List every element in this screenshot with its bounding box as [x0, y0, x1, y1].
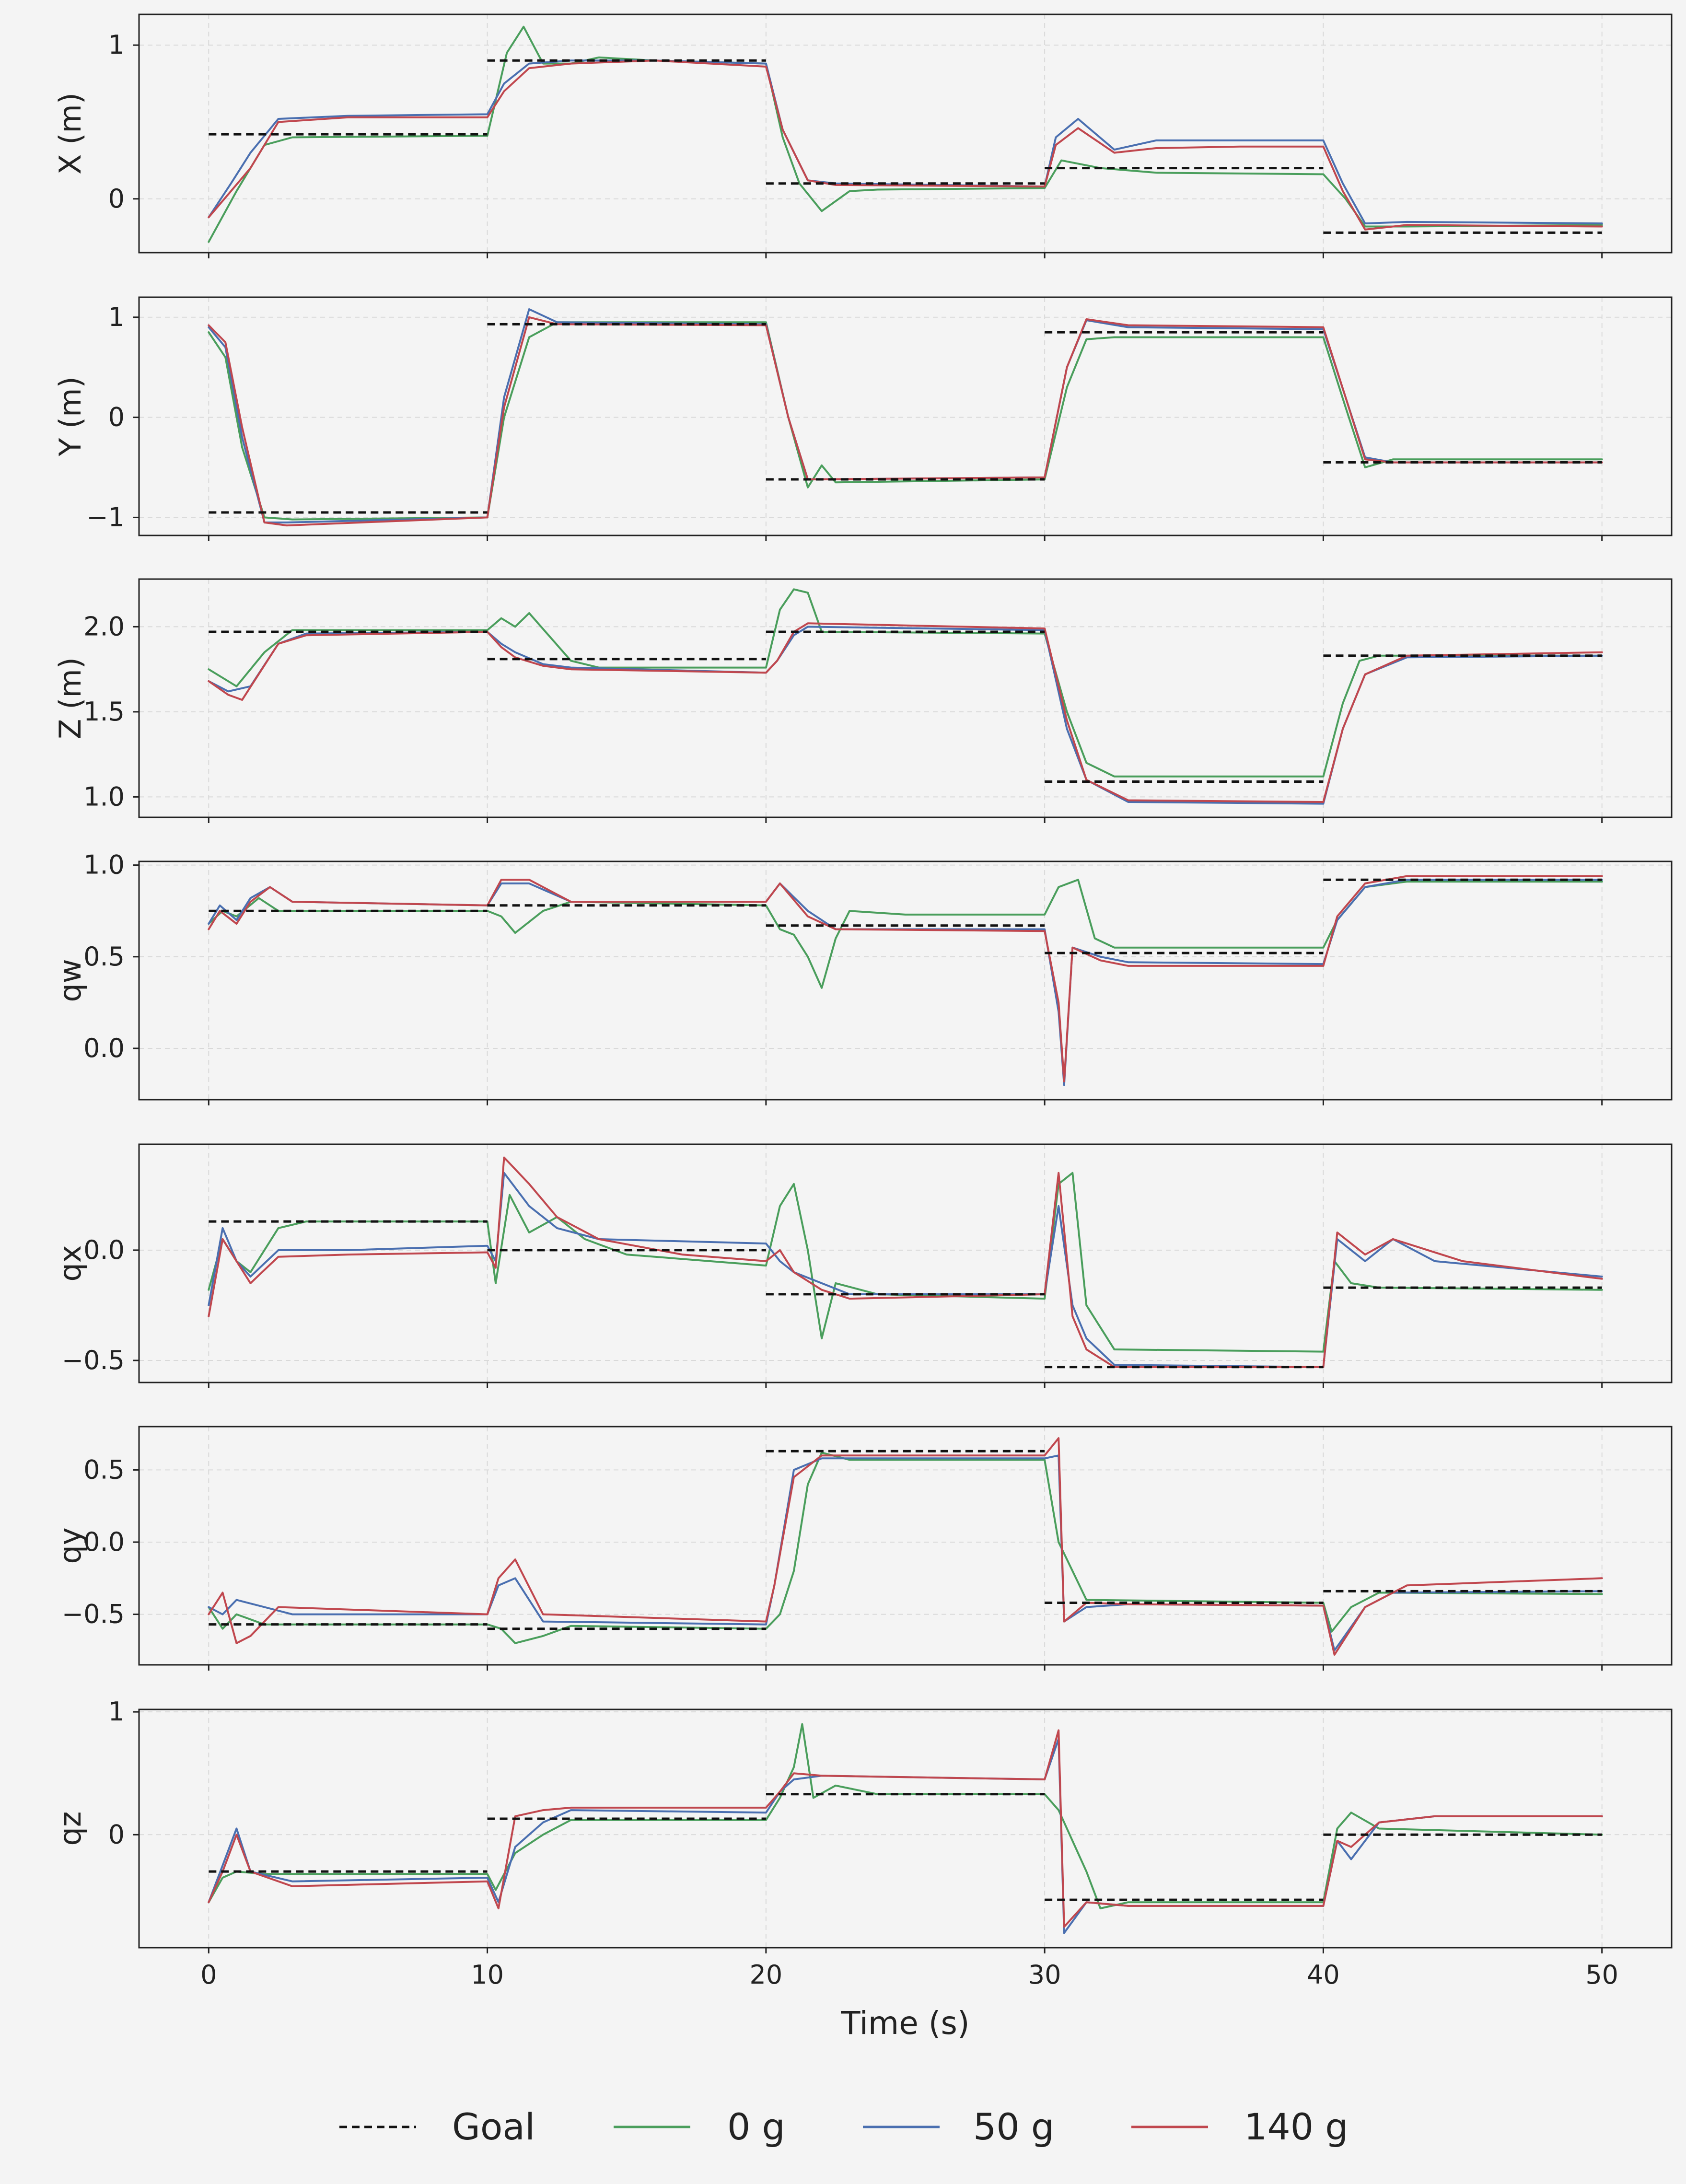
- subplot-5: −0.5 0.0qx: [53, 1143, 1673, 1388]
- axes-frame: [138, 296, 1673, 536]
- y-tick-label: 0.5: [83, 941, 125, 972]
- legend-label-50g: 50 g: [973, 2105, 1054, 2148]
- plot-lines: [208, 25, 1603, 243]
- plot-lines: [208, 308, 1603, 527]
- axes-frame: [138, 1143, 1673, 1383]
- y-axis-label: qx: [53, 1245, 88, 1281]
- plot-area: [139, 297, 1672, 535]
- y-axis-label: qz: [53, 1812, 88, 1846]
- y-axis-label: Z (m): [53, 657, 88, 739]
- legend: Goal 0 g 50 g 140 g: [339, 2105, 1348, 2148]
- y-tick-label: −1: [86, 502, 125, 532]
- y-tick-label: −0.5: [62, 1599, 125, 1629]
- x-tick-label: 40: [1307, 1960, 1340, 1990]
- plot-area: [139, 14, 1672, 253]
- series-line-0g: [208, 321, 1603, 521]
- y-tick-label: 0: [108, 1819, 125, 1849]
- y-tick-label: 0.0: [83, 1235, 125, 1265]
- x-tick-label: 50: [1585, 1960, 1618, 1990]
- y-tick-label: 0: [108, 402, 125, 432]
- y-tick-label: 1: [108, 30, 125, 60]
- x-tick-label: 20: [750, 1960, 783, 1990]
- series-line-0g: [208, 1723, 1603, 1909]
- series-line-0g: [208, 879, 1603, 989]
- legend-label-140g: 140 g: [1244, 2105, 1348, 2148]
- x-tick-label: 30: [1028, 1960, 1061, 1990]
- axes-frame: [138, 578, 1673, 818]
- series-line-140g: [208, 622, 1603, 803]
- series-line-140g: [208, 316, 1603, 527]
- plot-lines: [208, 1156, 1603, 1369]
- axes-frame: [138, 860, 1673, 1101]
- plot-area: [139, 1709, 1672, 1948]
- y-tick-label: 1: [108, 1696, 125, 1727]
- plot-area: [139, 1427, 1672, 1665]
- legend-label-goal: Goal: [452, 2105, 535, 2148]
- legend-label-0g: 0 g: [727, 2105, 785, 2148]
- y-tick-label: 0: [108, 184, 125, 214]
- subplot-4: 0.0 0.5 1.0 qw: [53, 850, 1673, 1105]
- plot-area: [139, 579, 1672, 817]
- y-axis-label: qy: [53, 1527, 88, 1564]
- x-tick-label: 0: [200, 1960, 217, 1990]
- plot-lines: [208, 588, 1603, 805]
- y-axis-label: qw: [53, 959, 88, 1002]
- axes-frame: [138, 13, 1673, 254]
- series-line-140g: [208, 59, 1603, 231]
- subplot-stack: 0 1 X (m) −1 0 1 Y (m) 1.0 1.5 2.0 Z (m) 0.0 0.5 1.0 q…: [53, 13, 1673, 2042]
- plot-area: [139, 861, 1672, 1100]
- y-tick-label: 0.0: [83, 1527, 125, 1557]
- series-line-140g: [208, 1156, 1603, 1368]
- series-line-0g: [208, 25, 1603, 243]
- y-tick-label: −0.5: [62, 1345, 125, 1375]
- series-line-0g: [208, 588, 1603, 778]
- series-line-140g: [208, 1729, 1603, 1928]
- y-axis-label: Y (m): [53, 376, 88, 456]
- plot-lines: [208, 1723, 1603, 1934]
- subplot-1: 0 1 X (m): [53, 13, 1673, 258]
- subplot-2: −1 0 1 Y (m): [53, 296, 1673, 541]
- plot-lines: [208, 1437, 1603, 1656]
- axes-frame: [138, 1708, 1673, 1949]
- x-axis-label: Time (s): [840, 2005, 969, 2042]
- y-tick-label: 1.0: [83, 850, 125, 880]
- plot-lines: [208, 875, 1603, 1086]
- x-tick-label: 10: [471, 1960, 504, 1990]
- y-tick-label: 2.0: [83, 611, 125, 641]
- series-line-140g: [208, 1437, 1603, 1656]
- subplot-3: 1.0 1.5 2.0 Z (m): [53, 578, 1673, 823]
- y-tick-label: 0.5: [83, 1454, 125, 1485]
- axes-frame: [138, 1426, 1673, 1666]
- subplot-6: −0.5 0.0 0.5 qy: [53, 1426, 1673, 1671]
- plot-area: [139, 1144, 1672, 1382]
- series-line-140g: [208, 875, 1603, 1082]
- y-axis-label: X (m): [53, 93, 88, 174]
- y-tick-label: 1: [108, 302, 125, 332]
- y-tick-label: 0.0: [83, 1033, 125, 1063]
- y-tick-label: 1.0: [83, 781, 125, 812]
- y-tick-label: 1.5: [83, 697, 125, 727]
